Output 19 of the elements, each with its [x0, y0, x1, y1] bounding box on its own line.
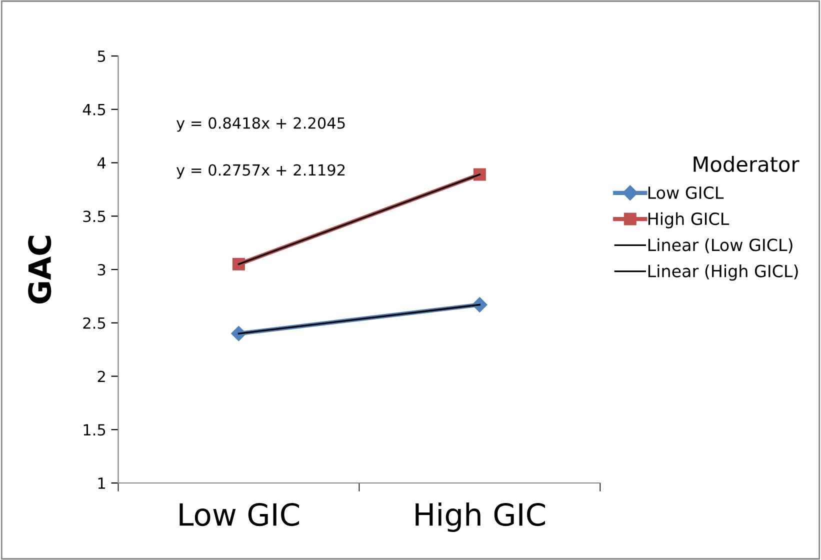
y-tick-label: 3.5: [83, 210, 106, 222]
y-axis-title: GAC: [28, 236, 52, 304]
legend-label: Low GICL: [648, 186, 724, 199]
y-tick-label: 3: [98, 264, 106, 276]
y-tick-label: 5: [98, 50, 106, 62]
y-tick-label: 2: [98, 370, 105, 382]
y-tick-label: 4.5: [82, 104, 106, 116]
annotation: y = 0.2757x + 2.1192: [176, 164, 345, 179]
legend-title: Moderator: [694, 156, 800, 172]
y-tick-label: 1.5: [84, 424, 106, 436]
x-tick-label: High GIC: [416, 502, 545, 532]
legend-label: Linear (High GICL): [648, 264, 798, 281]
legend-label: Linear (Low GICL): [648, 238, 792, 254]
legend-label: High GICL: [648, 212, 730, 228]
annotation: y = 0.8418x + 2.2045: [176, 117, 345, 132]
y-tick-label: 1: [98, 478, 106, 489]
x-tick-label: Low GIC: [180, 502, 300, 526]
y-tick-label: 4: [97, 157, 106, 169]
y-tick-label: 2.5: [83, 317, 106, 329]
